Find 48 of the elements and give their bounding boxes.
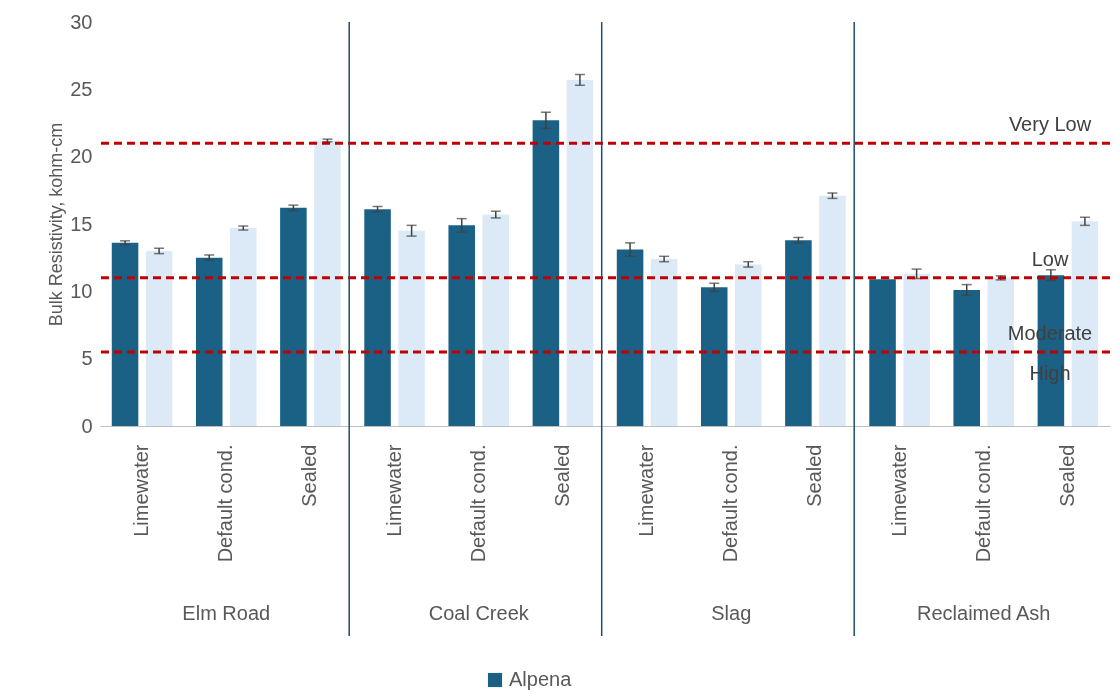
x-tick-label: Default cond. <box>466 444 489 563</box>
bar <box>195 257 223 426</box>
y-tick-label: 25 <box>70 77 93 100</box>
x-tick-label: Default cond. <box>719 444 742 563</box>
bar <box>532 120 560 426</box>
bar <box>364 209 391 426</box>
y-tick-label: 30 <box>70 10 93 33</box>
bar <box>111 242 139 426</box>
y-tick-label: 20 <box>70 145 93 168</box>
bar <box>229 228 257 426</box>
x-tick-label: Default cond. <box>214 444 237 563</box>
text: Coal Creek <box>428 602 530 624</box>
y-tick-label: 10 <box>70 279 93 302</box>
bar <box>869 279 896 426</box>
bar <box>953 289 981 426</box>
bar <box>398 230 425 426</box>
y-axis-title: Bulk Resistivity, kohm-cm <box>46 122 67 327</box>
bar <box>314 140 341 426</box>
bar <box>566 79 594 426</box>
text: Slag <box>711 602 752 624</box>
bar <box>785 240 812 426</box>
bar <box>650 259 678 426</box>
bar <box>903 273 930 426</box>
x-tick-label: Limewater <box>635 444 658 537</box>
bar <box>819 195 846 426</box>
x-tick-label: Sealed <box>803 444 826 507</box>
x-tick-label: Limewater <box>130 444 153 537</box>
bar <box>448 225 476 426</box>
x-tick-label: Limewater <box>382 444 405 537</box>
ref-line-label: Very Low <box>1008 113 1092 136</box>
x-tick-label: Limewater <box>887 444 910 537</box>
y-tick-label: 15 <box>70 212 93 235</box>
text: Elm Road <box>182 602 271 624</box>
bar <box>734 264 762 426</box>
bar <box>280 207 307 426</box>
y-tick-label: 0 <box>81 414 93 437</box>
bar <box>482 214 510 426</box>
text: Reclaimed Ash <box>917 602 1051 624</box>
bar <box>616 249 644 426</box>
y-tick-label: 5 <box>81 347 93 370</box>
x-tick-label: Sealed <box>298 444 321 507</box>
x-tick-label: Sealed <box>550 444 573 507</box>
bar <box>145 250 173 426</box>
x-tick-label: Sealed <box>1055 444 1078 507</box>
ref-line-label: Low <box>1031 247 1069 270</box>
x-tick-label: Default cond. <box>971 444 994 563</box>
legend-label: Alpena <box>509 668 573 690</box>
bar <box>700 287 728 426</box>
